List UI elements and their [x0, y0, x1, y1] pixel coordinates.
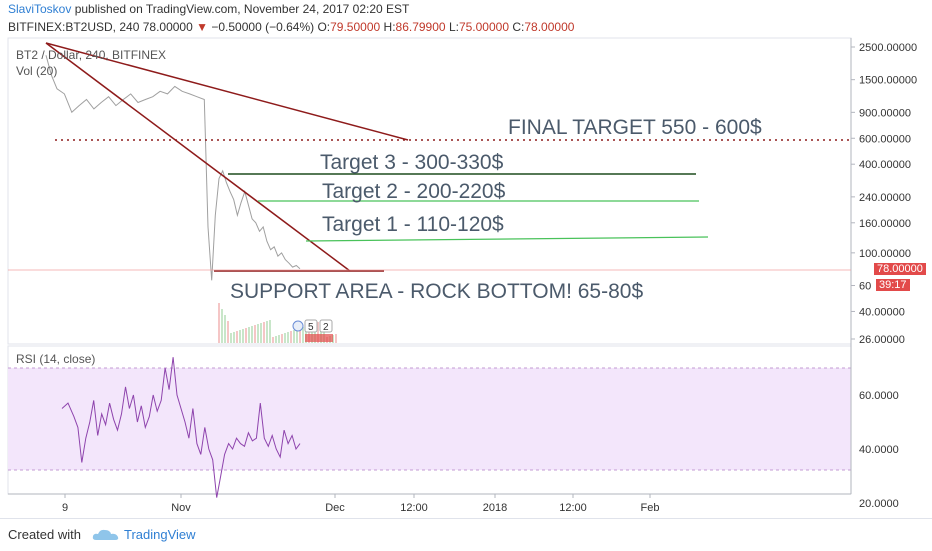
symbol-label: BITFINEX:BT2USD, 240: [8, 20, 140, 34]
published-text: published on TradingView.com, November 2…: [74, 2, 410, 16]
volume-bar: [278, 335, 280, 343]
price-axis-tick-label: 900.00000: [859, 107, 911, 119]
support-annotation[interactable]: SUPPORT AREA - ROCK BOTTOM! 65-80$: [230, 280, 644, 303]
price-axis-tick-label: 1500.00000: [859, 75, 917, 87]
tradingview-cloud-icon: [92, 529, 119, 540]
author-link[interactable]: SlaviToskov: [8, 2, 72, 16]
target1-line[interactable]: [305, 236, 709, 242]
target2-annotation[interactable]: Target 2 - 200-220$: [322, 180, 506, 203]
event-markers[interactable]: 5 2: [292, 319, 333, 342]
price-chart[interactable]: 2500.00000 1500.00000 900.00000 600.00000 40…: [0, 0, 932, 518]
volume-bar: [242, 329, 244, 343]
low-label: L:: [448, 20, 459, 34]
publish-header: SlaviToskov published on TradingView.com…: [8, 2, 409, 16]
rsi-axis-tick-label: 60.0000: [859, 390, 899, 402]
volume-legend[interactable]: Vol (20): [16, 64, 58, 78]
time-axis-tick-label: 12:00: [559, 502, 587, 514]
price-axis-tick-label: 240.00000: [859, 192, 911, 204]
volume-bar: [218, 303, 220, 343]
volume-bar: [296, 329, 298, 343]
time-axis-tick-label: 9: [62, 502, 68, 514]
target1-annotation[interactable]: Target 1 - 110-120$: [322, 213, 504, 236]
volume-bar: [302, 327, 304, 343]
price-axis-tick-label: 600.00000: [859, 133, 911, 145]
price-axis-tick-label: 26.00000: [859, 334, 905, 346]
volume-bar: [314, 323, 316, 343]
countdown-tag: 39:17: [876, 279, 910, 291]
close-value: 78.00000: [524, 20, 575, 34]
price-axis-tick-label: 100.00000: [859, 248, 911, 260]
time-axis-tick-label: 2018: [483, 502, 507, 514]
volume-bar: [290, 331, 292, 343]
volume-bar: [287, 332, 289, 343]
volume-bar: [257, 324, 259, 343]
time-axis-tick-label: Nov: [171, 502, 191, 514]
down-arrow-icon: ▼: [196, 20, 209, 34]
volume-bar: [266, 321, 268, 343]
volume-bar: [230, 333, 232, 343]
volume-bar: [335, 334, 337, 343]
volume-bar: [272, 337, 274, 343]
volume-bar: [293, 330, 295, 343]
volume-bar: [281, 334, 283, 343]
symbol-header: BITFINEX:BT2USD, 240 78.00000 ▼ −0.50000…: [8, 20, 574, 34]
rsi-series-line: [61, 357, 301, 498]
volume-bar: [263, 322, 265, 343]
price-axis-tick-label: 400.00000: [859, 159, 911, 171]
volume-bar: [269, 320, 271, 343]
close-label: C:: [512, 20, 525, 34]
last-price: 78.00000: [142, 20, 193, 34]
rsi-band: [8, 368, 851, 470]
price-axis-tick-label: 60: [859, 281, 871, 293]
volume-bar: [233, 332, 235, 343]
last-price-tag: 78.00000: [874, 263, 926, 275]
volume-bar: [221, 309, 223, 343]
final-target-annotation[interactable]: FINAL TARGET 550 - 600$: [508, 116, 762, 139]
price-change: −0.50000 (−0.64%): [211, 20, 315, 34]
event-marker-a[interactable]: [304, 319, 318, 333]
high-label: H:: [383, 20, 396, 34]
time-axis-tick-label: 12:00: [400, 502, 428, 514]
volume-bar: [236, 331, 238, 343]
time-axis-tick-label: Dec: [325, 502, 345, 514]
price-pane[interactable]: [7, 37, 852, 345]
volume-bar: [275, 336, 277, 343]
price-series-line: [45, 55, 301, 281]
volume-bar: [299, 328, 301, 343]
price-axis-tick-label: 160.00000: [859, 218, 911, 230]
upper-trendline[interactable]: [45, 42, 409, 141]
volume-bar: [317, 322, 319, 343]
time-axis-tick-label: Feb: [641, 502, 660, 514]
event-flag-icon[interactable]: [292, 320, 304, 332]
low-value: 75.00000: [458, 20, 510, 34]
event-marker-b[interactable]: [319, 319, 333, 333]
volume-bar: [251, 326, 253, 343]
us-flag-icon: [305, 334, 333, 342]
open-value: 79.50000: [330, 20, 381, 34]
price-axis-tick-label: 40.00000: [859, 306, 905, 318]
target3-annotation[interactable]: Target 3 - 300-330$: [320, 151, 504, 174]
event-marker-a-label: 5: [308, 322, 314, 333]
volume-bar: [254, 325, 256, 343]
volume-bar: [227, 321, 229, 343]
created-with-label: Created with: [8, 527, 81, 542]
volume-bar: [260, 323, 262, 343]
rsi-axis-tick-label: 40.0000: [859, 444, 899, 456]
volume-bar: [284, 333, 286, 343]
volume-bar: [245, 328, 247, 343]
volume-bar: [224, 315, 226, 343]
rsi-legend[interactable]: RSI (14, close): [16, 352, 96, 366]
open-label: O:: [317, 20, 331, 34]
pair-legend[interactable]: BT2 / Dollar, 240, BITFINEX: [16, 48, 167, 62]
event-marker-b-label: 2: [323, 322, 329, 333]
volume-bar: [239, 330, 241, 343]
tradingview-logo-text[interactable]: TradingView: [124, 527, 196, 542]
lower-trendline[interactable]: [45, 42, 351, 272]
rsi-axis-tick-label: 20.0000: [859, 498, 899, 510]
volume-bar: [311, 324, 313, 343]
high-value: 86.79900: [395, 20, 446, 34]
volume-bar: [248, 327, 250, 343]
footer-bar: Created with TradingView: [0, 518, 932, 551]
price-axis-tick-label: 2500.00000: [859, 42, 917, 54]
